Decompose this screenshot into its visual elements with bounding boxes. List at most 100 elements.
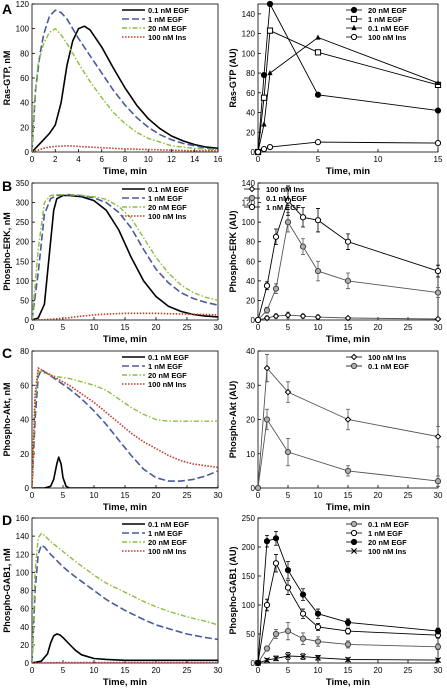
data-point bbox=[284, 448, 292, 456]
legend-label: 1 nM EGF bbox=[368, 15, 403, 24]
series-1-nm-egf-line bbox=[32, 544, 218, 663]
data-point bbox=[261, 121, 267, 127]
series-20-nm-egf-line bbox=[32, 532, 218, 663]
legend-label: 20 nM EGF bbox=[148, 203, 187, 212]
data-point bbox=[344, 314, 352, 322]
x-tick-label: 10 bbox=[374, 155, 383, 164]
legend-label: 100 nM Ins bbox=[368, 353, 406, 362]
panel-letter-a: A bbox=[2, 1, 12, 17]
data-point bbox=[315, 34, 321, 40]
legend-label: 100 nM Ins bbox=[266, 185, 304, 194]
x-tick-label: 25 bbox=[404, 491, 413, 500]
x-tick-label: 0 bbox=[30, 666, 35, 675]
legend-label: 20 nM EGF bbox=[148, 371, 187, 380]
series-100-nm-ins-line bbox=[32, 367, 218, 488]
y-tick-label: 20 bbox=[20, 123, 29, 132]
x-axis-label: Time, min bbox=[326, 334, 370, 345]
series-20-nm-egf-line bbox=[32, 194, 218, 320]
series-100-nm-ins-line bbox=[32, 661, 218, 663]
data-point bbox=[314, 139, 322, 146]
y-tick-label: 40 bbox=[20, 623, 29, 632]
legend-label: 100 nM Ins bbox=[368, 547, 406, 556]
legend-label: 1 nM EGF bbox=[368, 529, 403, 538]
x-tick-label: 5 bbox=[61, 323, 66, 332]
series-1-nm-egf-line bbox=[257, 561, 439, 664]
data-point bbox=[266, 27, 274, 34]
legend-label: 100 nM Ins bbox=[148, 33, 186, 42]
data-point bbox=[299, 635, 307, 642]
data-point bbox=[434, 628, 442, 635]
x-axis-label: Time, min bbox=[326, 677, 370, 688]
x-tick-label: 15 bbox=[121, 491, 130, 500]
x-tick-label: 8 bbox=[123, 155, 128, 164]
x-tick-label: 15 bbox=[344, 323, 353, 332]
data-point bbox=[299, 610, 307, 617]
y-tick-label: 100 bbox=[16, 277, 30, 286]
y-axis-label: Phospho-GAB1, nM bbox=[2, 548, 12, 633]
panel-letter-d: D bbox=[2, 512, 12, 528]
x-axis-label: Time, min bbox=[103, 334, 147, 345]
data-point bbox=[263, 538, 271, 545]
y-tick-label: 0 bbox=[25, 659, 30, 668]
plot-frame bbox=[257, 3, 439, 153]
y-tick-label: 80 bbox=[246, 238, 255, 247]
x-axis-label: Time, min bbox=[326, 502, 370, 513]
y-tick-label: 140 bbox=[16, 532, 30, 541]
data-point bbox=[272, 312, 280, 320]
legend-marker bbox=[350, 33, 358, 41]
chart-b-right: 0 5 10 15 20 25 30 0 20 40 60 80 100 120 140 Time, min P… bbox=[228, 179, 443, 345]
x-tick-label: 30 bbox=[214, 323, 223, 332]
legend-label: 20 nM EGF bbox=[368, 538, 407, 547]
series-0-1-nm-egf-line bbox=[257, 220, 439, 321]
series-0-1-nm-egf-line bbox=[32, 456, 218, 488]
data-point bbox=[344, 277, 352, 284]
data-point bbox=[284, 311, 292, 319]
y-tick-label: 80 bbox=[20, 587, 29, 596]
data-point bbox=[314, 217, 322, 224]
y-axis-label: Phospho-Akt (AU) bbox=[228, 381, 238, 459]
y-tick-label: 60 bbox=[20, 381, 29, 390]
x-tick-label: 5 bbox=[61, 491, 66, 500]
data-point bbox=[260, 94, 268, 101]
series-100-nm-ins-line bbox=[32, 145, 218, 152]
y-tick-label: 120 bbox=[242, 199, 256, 208]
x-tick-label: 0 bbox=[256, 323, 261, 332]
legend-marker bbox=[351, 24, 357, 31]
panel-letter-c: C bbox=[2, 345, 12, 361]
plot-frame bbox=[31, 517, 219, 664]
x-tick-label: 20 bbox=[152, 666, 161, 675]
data-point bbox=[272, 630, 280, 638]
x-tick-label: 20 bbox=[374, 323, 383, 332]
y-axis-label: Ras-GTP (AU) bbox=[228, 48, 238, 107]
legend-label: 0.1 nM EGF bbox=[368, 24, 409, 33]
y-tick-label: 250 bbox=[16, 218, 30, 227]
x-tick-label: 10 bbox=[314, 666, 323, 675]
y-tick-label: 0 bbox=[25, 148, 30, 157]
y-tick-label: 0 bbox=[251, 148, 256, 157]
x-tick-label: 16 bbox=[214, 155, 223, 164]
data-point bbox=[266, 0, 274, 8]
legend-label: 1 nM EGF bbox=[148, 194, 183, 203]
y-tick-label: 60 bbox=[20, 605, 29, 614]
legend-marker bbox=[248, 185, 256, 193]
x-tick-label: 20 bbox=[374, 666, 383, 675]
legend-marker bbox=[350, 529, 358, 537]
data-point bbox=[285, 653, 291, 660]
y-tick-label: 300 bbox=[16, 199, 30, 208]
y-axis-label: Ras-GTP, nM bbox=[2, 51, 12, 106]
legend-marker bbox=[248, 203, 256, 211]
data-point bbox=[299, 591, 307, 598]
data-point bbox=[314, 610, 322, 617]
data-point bbox=[263, 645, 271, 652]
y-tick-label: 120 bbox=[16, 550, 30, 559]
x-tick-label: 25 bbox=[404, 666, 413, 675]
y-tick-label: 80 bbox=[20, 347, 29, 356]
legend-label: 0.1 nM EGF bbox=[368, 362, 409, 371]
y-tick-label: 150 bbox=[242, 572, 256, 581]
data-point bbox=[434, 267, 442, 275]
data-point bbox=[434, 643, 442, 650]
data-point bbox=[345, 656, 351, 663]
data-point bbox=[314, 267, 322, 275]
data-point bbox=[435, 657, 441, 664]
